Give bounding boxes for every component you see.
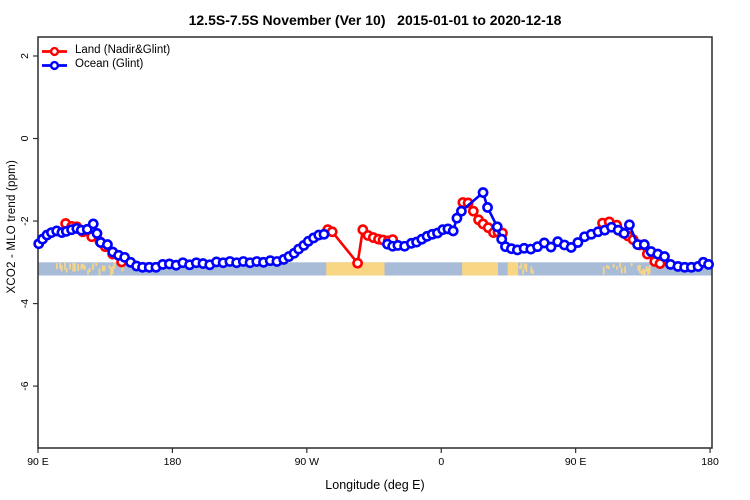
legend-label-ocean: Ocean (Glint) bbox=[75, 57, 144, 70]
svg-text:-6: -6 bbox=[19, 381, 31, 390]
legend-label-land: Land (Nadir&Glint) bbox=[75, 43, 171, 56]
svg-text:-4: -4 bbox=[19, 299, 31, 308]
legend-item-ocean: Ocean (Glint) bbox=[41, 57, 170, 71]
x-axis-label: Longitude (deg E) bbox=[325, 478, 425, 492]
svg-text:90 E: 90 E bbox=[565, 456, 587, 468]
legend: Land (Nadir&Glint) Ocean (Glint) bbox=[41, 43, 171, 71]
svg-text:-2: -2 bbox=[19, 216, 31, 225]
svg-text:0: 0 bbox=[19, 135, 31, 141]
svg-text:2: 2 bbox=[19, 53, 31, 59]
ocean-series-symbol bbox=[41, 58, 68, 71]
legend-item-land: Land (Nadir&Glint) bbox=[41, 43, 171, 57]
svg-text:90 E: 90 E bbox=[27, 456, 49, 468]
chart-title: 12.5S-7.5S November (Ver 10) 2015-01-01 … bbox=[188, 12, 562, 28]
svg-text:180: 180 bbox=[701, 456, 719, 468]
svg-text:180: 180 bbox=[164, 456, 182, 468]
land-series-symbol bbox=[41, 44, 68, 57]
svg-text:90 W: 90 W bbox=[295, 456, 320, 468]
svg-text:0: 0 bbox=[438, 456, 444, 468]
